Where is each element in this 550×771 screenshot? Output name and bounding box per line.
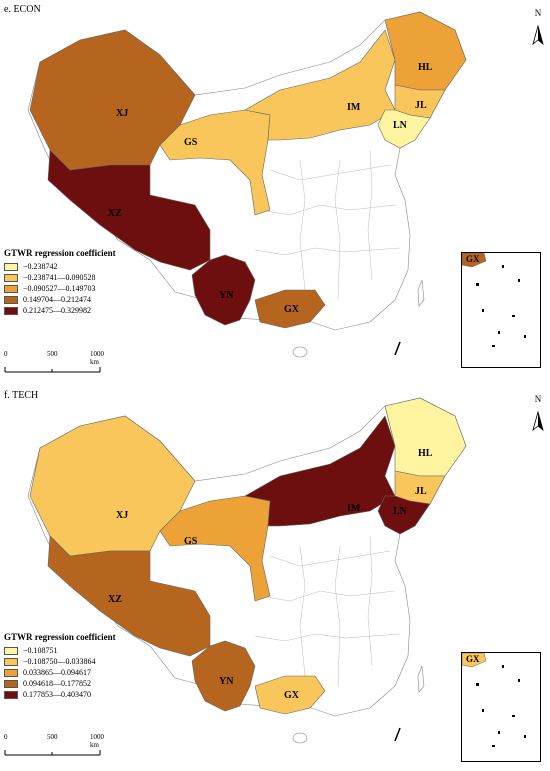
- panel-title: e. ECON: [4, 4, 41, 15]
- region-HL: [384, 397, 467, 477]
- legend-item: 0.212475—0.329982: [4, 305, 116, 316]
- map-panel-econ: XJ GS IM HL JL LN XZ YN GX e. ECON N GTW…: [0, 0, 550, 385]
- inset-map: [461, 252, 526, 347]
- label-IM: IM: [347, 503, 361, 514]
- legend-item: −0.238741—0.090528: [4, 272, 116, 283]
- hainan-island: [292, 732, 308, 744]
- province-borders: [254, 535, 401, 687]
- inset-label: GX: [466, 254, 480, 264]
- label-LN: LN: [393, 120, 408, 131]
- region-YN: [191, 254, 256, 326]
- hainan-island: [292, 346, 308, 358]
- legend-item: 0.177853—0.403470: [4, 689, 116, 700]
- island-mark: [394, 727, 401, 742]
- legend-item: 0.094618—0.177852: [4, 678, 116, 689]
- legend-item: −0.108751: [4, 645, 116, 656]
- north-label: N: [534, 394, 542, 404]
- region-GS: [159, 109, 271, 216]
- china-map-tech: XJ GS IM HL JL LN XZ YN GX: [27, 397, 544, 744]
- inset-south-china-sea: GX: [461, 652, 541, 762]
- legend-title: GTWR regression coefficient: [4, 632, 116, 642]
- scale-bar: 0 500 1000 km: [4, 350, 114, 378]
- north-label: N: [534, 8, 542, 18]
- north-arrow-icon: [532, 410, 544, 432]
- region-LN: [377, 495, 431, 535]
- legend-item: −0.108750—0.033864: [4, 656, 116, 667]
- scale-bar: 0 500 1000 km: [4, 733, 114, 761]
- inset-south-china-sea: GX: [461, 252, 541, 368]
- scale-label: 1000 km: [90, 350, 104, 366]
- label-JL: JL: [415, 100, 427, 111]
- label-HL: HL: [418, 62, 433, 73]
- label-YN: YN: [219, 676, 234, 687]
- legend-item: −0.238742: [4, 261, 116, 272]
- scale-label: 500: [47, 733, 58, 741]
- inset-region-GX: [461, 252, 487, 268]
- inset-map: [461, 652, 526, 747]
- scale-label: 500: [47, 350, 58, 358]
- scale-label: 1000 km: [90, 733, 104, 749]
- legend: GTWR regression coefficient −0.108751 −0…: [4, 632, 116, 700]
- legend: GTWR regression coefficient −0.238742 −0…: [4, 248, 116, 316]
- legend-item: 0.033865—0.094617: [4, 667, 116, 678]
- region-YN: [191, 640, 256, 712]
- scale-bar-graphic: [4, 367, 101, 373]
- label-GX: GX: [284, 304, 300, 315]
- legend-item: −0.090527—0.149703: [4, 283, 116, 294]
- inset-label: GX: [466, 654, 480, 664]
- label-GS: GS: [184, 536, 198, 547]
- panel-title: f. TECH: [4, 390, 39, 401]
- map-panel-tech: XJ GS IM HL JL LN XZ YN GX f. TECH N GTW…: [0, 386, 550, 771]
- region-GX: [254, 675, 326, 715]
- label-HL: HL: [418, 448, 433, 459]
- province-borders: [254, 149, 401, 301]
- label-JL: JL: [415, 486, 427, 497]
- label-XZ: XZ: [108, 594, 122, 605]
- north-arrow-icon: [532, 24, 544, 46]
- scale-label: 0: [4, 350, 8, 358]
- island-mark: [394, 341, 401, 356]
- label-XJ: XJ: [116, 510, 128, 521]
- label-GX: GX: [284, 690, 300, 701]
- china-map-econ: XJ GS IM HL JL LN XZ YN GX: [27, 11, 544, 358]
- taiwan-island: [417, 279, 425, 307]
- region-HL: [384, 11, 467, 91]
- scale-bar-graphic: [4, 750, 101, 756]
- label-GS: GS: [184, 137, 198, 148]
- label-IM: IM: [347, 102, 361, 113]
- region-GX: [254, 289, 326, 329]
- region-LN: [377, 109, 431, 149]
- scale-label: 0: [4, 733, 8, 741]
- label-YN: YN: [219, 290, 234, 301]
- region-GS: [159, 495, 271, 602]
- label-LN: LN: [393, 506, 408, 517]
- label-XJ: XJ: [116, 108, 128, 119]
- label-XZ: XZ: [108, 208, 122, 219]
- inset-region-GX: [461, 652, 487, 668]
- taiwan-island: [417, 665, 425, 693]
- legend-item: 0.149704—0.212474: [4, 294, 116, 305]
- legend-title: GTWR regression coefficient: [4, 248, 116, 258]
